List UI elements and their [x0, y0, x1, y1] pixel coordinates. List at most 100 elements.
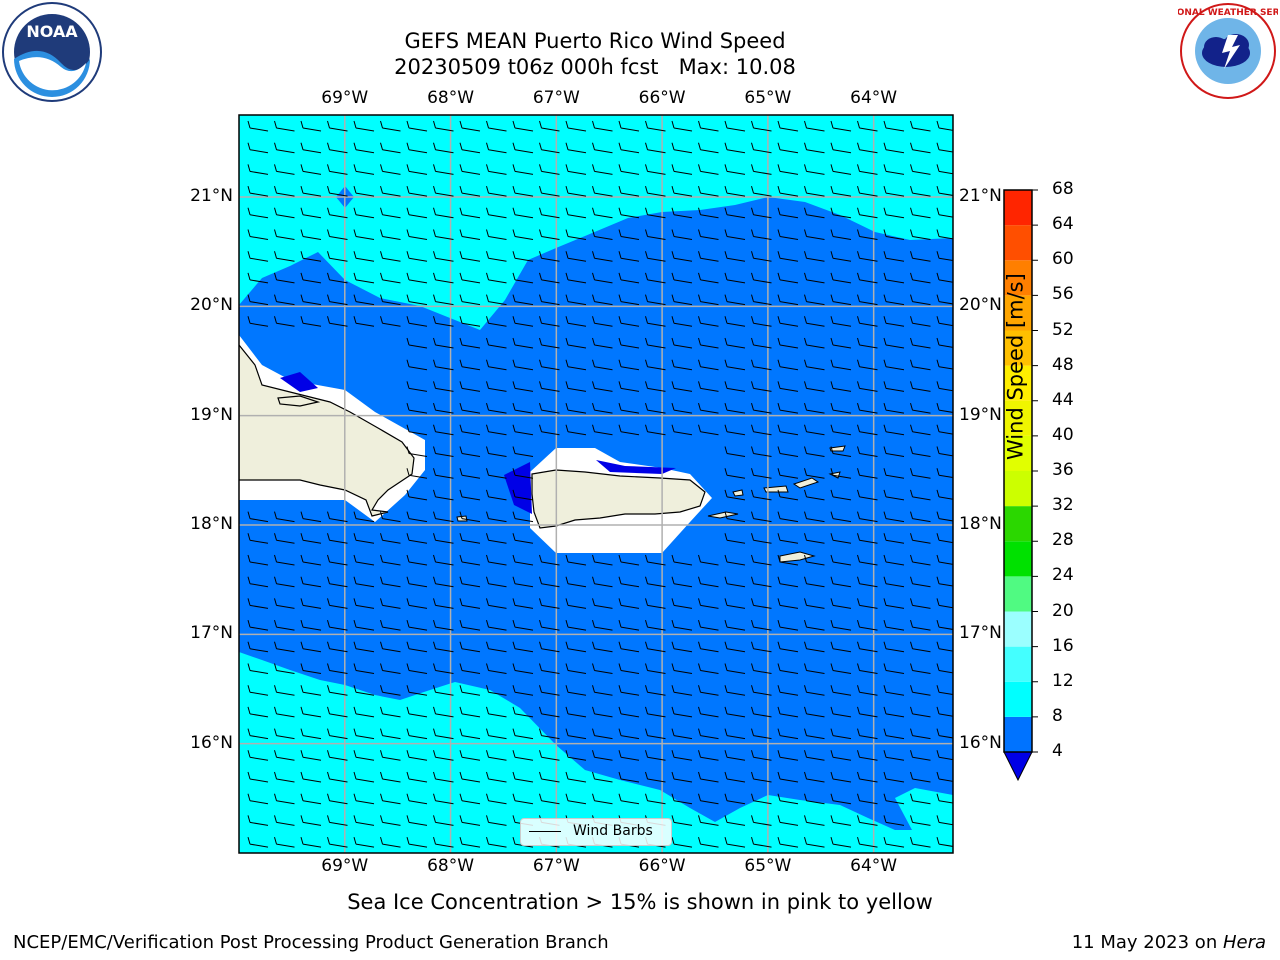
- wind-barb: [645, 685, 666, 696]
- wind-barb: [777, 164, 799, 175]
- wind-barb: [459, 598, 481, 609]
- wind-barb: [910, 706, 931, 718]
- wind-barb: [883, 663, 905, 674]
- wind-barb: [433, 359, 454, 371]
- wind-barb: [274, 164, 295, 175]
- wind-barb: [486, 229, 507, 240]
- wind-barb: [857, 685, 878, 696]
- wind-barb: [565, 142, 587, 154]
- wind-barb: [724, 316, 746, 327]
- wind-barb: [777, 533, 799, 544]
- wind-barb: [592, 142, 613, 154]
- wind-barb: [910, 554, 931, 566]
- wind-barb: [459, 836, 481, 848]
- wind-barb: [433, 402, 454, 414]
- colorbar-tick-label: 16: [1052, 635, 1074, 656]
- wind-barb: [353, 251, 375, 262]
- wind-barb: [936, 836, 953, 847]
- wind-barb: [592, 402, 613, 414]
- wind-barb: [247, 554, 269, 566]
- wind-barb: [804, 728, 825, 740]
- wind-barb: [486, 207, 507, 219]
- wind-barb: [857, 641, 878, 653]
- wind-barb: [433, 446, 454, 457]
- wind-barb: [777, 337, 799, 349]
- wind-barb: [592, 424, 613, 436]
- wind-barb: [300, 706, 322, 718]
- wind-barb: [539, 598, 560, 609]
- wind-barb: [486, 424, 507, 436]
- colorbar-tick-label: 12: [1052, 670, 1074, 691]
- wind-barb: [936, 750, 953, 761]
- footer-date: 11 May 2023 on Hera: [1072, 932, 1266, 953]
- wind-barb: [380, 272, 401, 284]
- lat-tick-label-right: 20°N: [959, 295, 1002, 316]
- wind-barb: [618, 229, 640, 240]
- wind-barb: [433, 533, 454, 544]
- wind-barb: [539, 641, 560, 653]
- wind-barb: [910, 728, 931, 740]
- wind-barb: [274, 251, 295, 262]
- wind-barb: [936, 663, 953, 674]
- wind-barb: [751, 750, 772, 761]
- lat-tick-label-right: 18°N: [959, 514, 1002, 534]
- footer-host: Hera: [1222, 932, 1266, 953]
- wind-barb: [380, 836, 401, 848]
- footer-date-text: 11 May 2023 on: [1071, 932, 1223, 953]
- wind-barb: [327, 750, 348, 761]
- wind-barb: [380, 207, 401, 219]
- wind-barb: [936, 619, 953, 630]
- wind-barb: [353, 164, 375, 175]
- wind-barb: [645, 598, 666, 609]
- wind-barb: [300, 685, 322, 696]
- wind-barb: [618, 706, 640, 718]
- wind-barb: [645, 142, 666, 154]
- wind-barb: [512, 164, 534, 175]
- wind-barb: [486, 815, 507, 826]
- wind-barb: [936, 207, 953, 218]
- wind-barb: [380, 750, 401, 761]
- wind-barb: [327, 576, 348, 588]
- wind-barb: [777, 489, 799, 501]
- wind-barb: [247, 142, 269, 154]
- wind-barb: [751, 533, 772, 544]
- wind-barb: [512, 771, 534, 783]
- wind-barb: [512, 337, 534, 349]
- wind-barb: [486, 316, 507, 327]
- wind-barb: [645, 294, 666, 306]
- wind-barb: [724, 836, 746, 848]
- wind-barb: [804, 359, 825, 371]
- wind-barb: [777, 468, 799, 479]
- wind-barb: [724, 468, 746, 479]
- wind-barb: [512, 446, 534, 457]
- wind-barb: [327, 294, 348, 306]
- wind-barb: [406, 120, 428, 132]
- wind-barb: [274, 185, 295, 197]
- wind-barb: [406, 663, 428, 674]
- wind-barb: [459, 337, 481, 349]
- wind-barb: [274, 663, 295, 674]
- colorbar-tick-label: 4: [1052, 741, 1063, 761]
- wind-barb: [936, 793, 953, 804]
- wind-barb: [380, 229, 401, 240]
- wind-barb: [592, 554, 613, 566]
- wind-barb: [936, 272, 953, 283]
- wind-barb: [751, 142, 772, 154]
- lat-tick-label-left: 16°N: [190, 732, 233, 753]
- wind-barb: [539, 337, 560, 349]
- wind-barb: [406, 641, 428, 653]
- chart-subtitle: 20230509 t06z 000h fcst Max: 10.08: [394, 55, 796, 79]
- wind-barb: [406, 142, 428, 154]
- wind-barb: [777, 554, 799, 566]
- wind-barb: [406, 793, 428, 805]
- wind-barb: [671, 728, 693, 740]
- wind-barb: [406, 229, 428, 240]
- wind-barb: [883, 576, 905, 588]
- colorbar-segment: [1004, 646, 1032, 682]
- wind-barb: [645, 706, 666, 718]
- wind-barb: [618, 576, 640, 588]
- wind-barb: [910, 598, 931, 609]
- wind-barb: [618, 120, 640, 132]
- wind-barb: [830, 142, 852, 154]
- wind-barb: [671, 251, 693, 262]
